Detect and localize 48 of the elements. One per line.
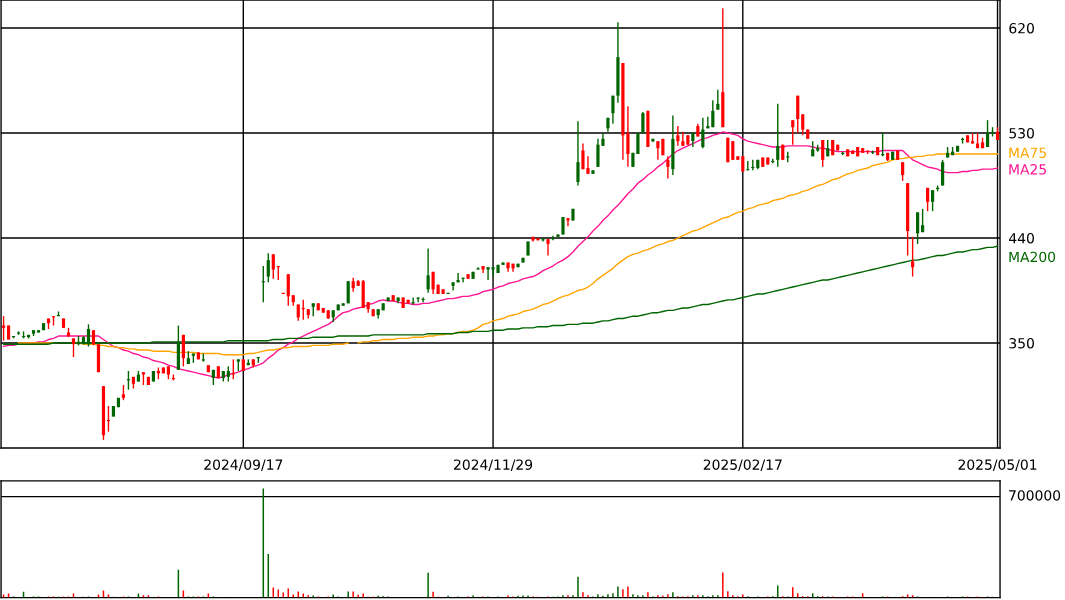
candlestick: [901, 161, 905, 182]
candlestick: [426, 247, 430, 294]
candlestick: [181, 334, 185, 368]
y-tick-label: 620: [1009, 22, 1034, 34]
series-label: MA200: [1009, 251, 1056, 263]
candlestick: [576, 120, 580, 187]
candlestick: [231, 358, 235, 380]
candlestick: [801, 113, 805, 137]
candlestick: [456, 272, 460, 284]
candlestick: [551, 234, 555, 242]
candlestick: [656, 140, 660, 161]
x-tick-label: 2025/02/17: [703, 459, 782, 471]
candlestick: [911, 236, 915, 278]
candlestick: [821, 139, 825, 168]
series-label: MA75: [1009, 147, 1046, 159]
candlestick: [796, 94, 800, 134]
x-tick-label: 2025/05/01: [958, 459, 1037, 471]
candlestick: [451, 281, 455, 292]
candlestick: [776, 103, 780, 168]
candlestick: [731, 140, 735, 161]
candlestick: [716, 89, 720, 111]
candlestick: [931, 189, 935, 212]
y-tick-label: 530: [1009, 127, 1034, 139]
text: 700000: [1009, 490, 1061, 501]
candlestick: [916, 211, 920, 245]
series-label: MA25: [1009, 164, 1046, 175]
line-series: [2, 131, 999, 379]
candlestick: [266, 252, 270, 284]
candlestick: [541, 237, 545, 243]
candlestick: [791, 119, 795, 146]
candlestick: [711, 99, 715, 128]
candlestick: [461, 276, 465, 284]
candlestick: [941, 159, 945, 187]
candlestick: [286, 273, 290, 307]
candlestick: [611, 94, 615, 125]
candlestick: [566, 217, 570, 228]
x-tick-label: 2024/09/17: [204, 459, 283, 471]
x-tick-label: 2024/11/29: [454, 459, 533, 471]
candlestick: [666, 155, 670, 180]
y-tick-label: 440: [1009, 232, 1034, 244]
candlestick: [71, 337, 76, 358]
candlestick: [681, 131, 685, 147]
y-tick-label: 350: [1009, 337, 1034, 349]
candlestick: [546, 238, 550, 257]
candlestick: [701, 117, 705, 149]
candlestick: [985, 119, 990, 148]
candlestick: [676, 125, 680, 147]
candlestick: [271, 253, 275, 280]
